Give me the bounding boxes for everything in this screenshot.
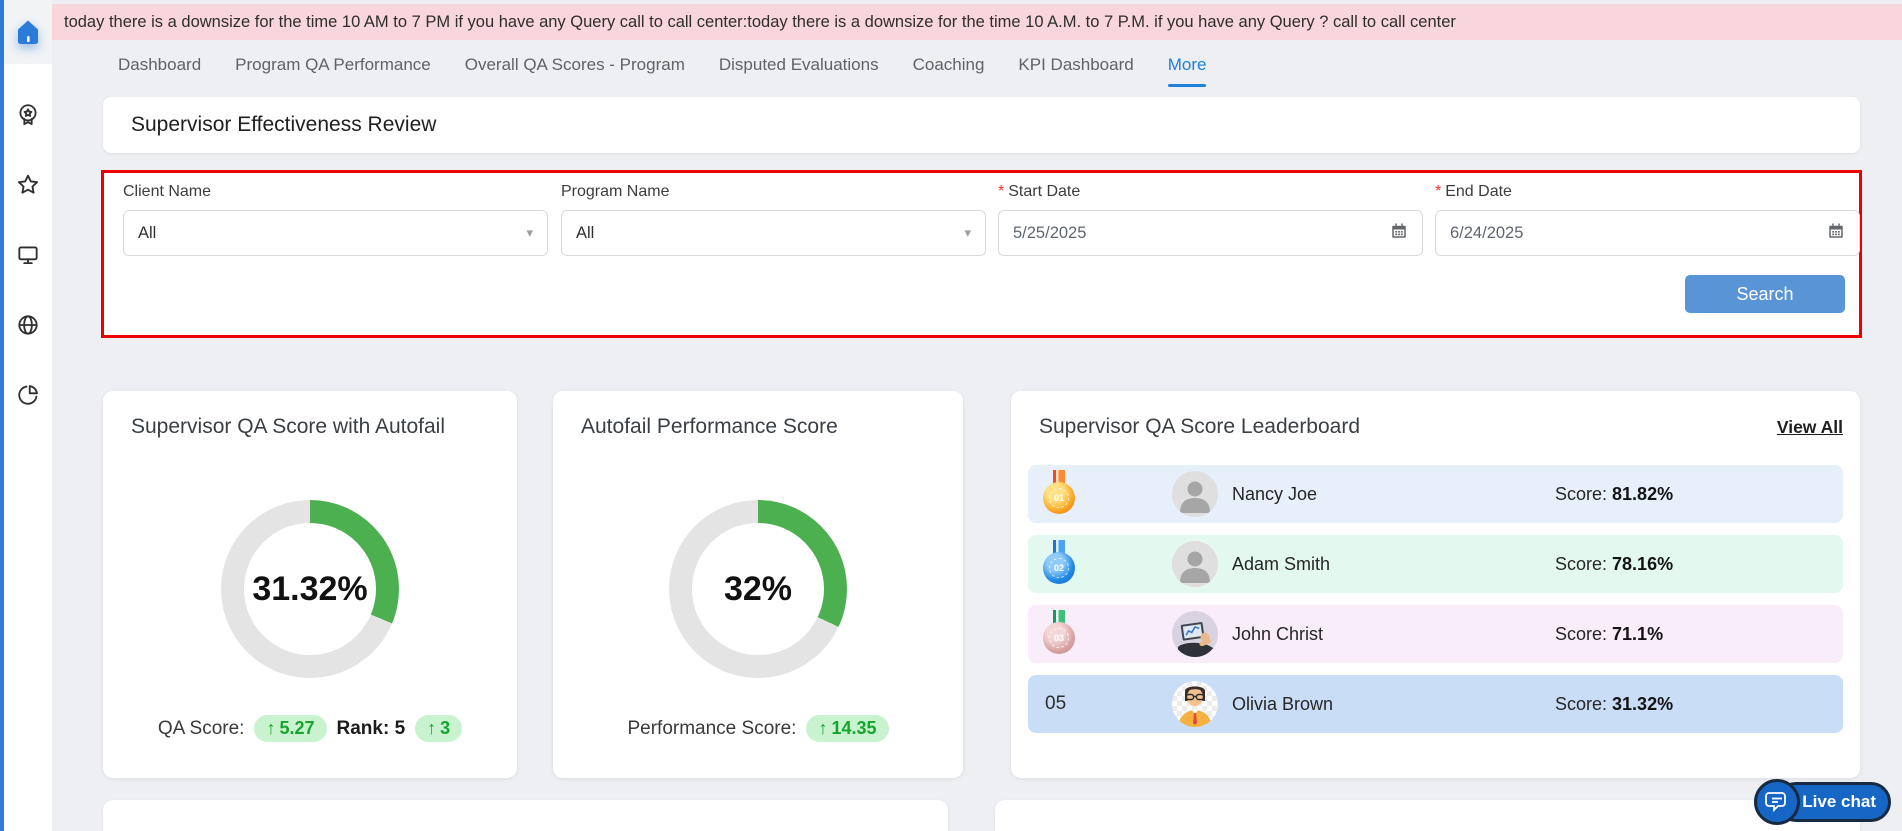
required-asterisk: *: [1435, 183, 1442, 200]
sidebar-item-globe[interactable]: [15, 312, 41, 338]
tab-coaching[interactable]: Coaching: [912, 54, 985, 74]
announcement-text: today there is a downsize for the time 1…: [64, 12, 1456, 31]
autofail-footer: Performance Score: ↑ 14.35: [553, 715, 963, 742]
calendar-icon: [1390, 222, 1408, 245]
supervisor-name: Nancy Joe: [1232, 483, 1318, 504]
leaderboard-title: Supervisor QA Score Leaderboard: [1039, 415, 1361, 438]
view-all-link[interactable]: View All: [1776, 417, 1843, 437]
home-icon: [18, 20, 38, 44]
filter-start-date: * Start Date 5/25/2025: [998, 183, 1423, 256]
filter-program-name: Program Name All ▾: [561, 183, 986, 256]
up-arrow-icon: ↑: [266, 718, 276, 738]
chevron-down-icon: ▾: [964, 225, 971, 240]
card-title: Supervisor QA Score with Autofail: [131, 415, 445, 438]
supervisor-score: Score: 81.82%: [1555, 483, 1674, 504]
supervisor-score: Score: 71.1%: [1555, 623, 1664, 644]
avatar: [1172, 541, 1218, 587]
tab-dashboard[interactable]: Dashboard: [118, 54, 202, 74]
chat-bubble-icon: [1754, 779, 1800, 825]
avatar: [1172, 611, 1218, 657]
sidebar-item-reports[interactable]: [15, 382, 41, 408]
client-name-label: Client Name: [123, 183, 212, 200]
filter-panel: Client Name All ▾ Program Name All ▾ * St…: [101, 170, 1862, 338]
program-name-label: Program Name: [561, 183, 670, 200]
card-supervisor-qa-score: Supervisor QA Score with Autofail 31.32%…: [103, 391, 517, 778]
leaderboard-row-2[interactable]: 02 Adam Smith Score: 78.16%: [1028, 535, 1843, 593]
chevron-down-icon: ▾: [526, 225, 533, 240]
page-title-card: Supervisor Effectiveness Review: [103, 97, 1860, 153]
live-chat-label: Live chat: [1802, 792, 1876, 811]
end-date-label: * End Date: [1435, 183, 1512, 200]
tab-overall-qa-scores-program[interactable]: Overall QA Scores - Program: [464, 54, 685, 74]
supervisor-name: Olivia Brown: [1232, 693, 1334, 714]
leaderboard-row-3[interactable]: 03 John Christ Score: 71.1%: [1028, 605, 1843, 663]
leaderboard-rows: 01 Nancy Joe Score: 81.82% 02 Adam Smith …: [1028, 465, 1843, 745]
announcement-banner: today there is a downsize for the time 1…: [52, 4, 1902, 40]
avatar: [1172, 681, 1218, 727]
app-logo[interactable]: [4, 0, 52, 64]
sidebar-item-quality-badge[interactable]: [15, 102, 41, 128]
up-arrow-icon: ↑: [818, 718, 828, 738]
required-asterisk: *: [998, 183, 1005, 200]
client-name-select[interactable]: All ▾: [123, 210, 548, 256]
next-card-stub-left: [103, 800, 948, 831]
performance-score-label: Performance Score:: [627, 717, 797, 739]
pie-chart-icon: [18, 385, 38, 405]
monitor-icon: [18, 246, 38, 265]
qa-score-delta-badge: ↑ 5.27: [254, 715, 327, 742]
avatar: [1172, 471, 1218, 517]
start-date-label: * Start Date: [998, 183, 1081, 200]
rank-label: Rank: 5: [336, 717, 406, 739]
gold-medal-icon: 01: [1042, 470, 1076, 518]
supervisor-name: John Christ: [1232, 623, 1324, 644]
qa-score-donut-chart: 31.32%: [221, 500, 399, 678]
supervisor-score: Score: 78.16%: [1555, 553, 1674, 574]
rank-number: 05: [1045, 693, 1067, 714]
performance-delta-badge: ↑ 14.35: [806, 715, 889, 742]
tab-kpi-dashboard[interactable]: KPI Dashboard: [1018, 54, 1134, 74]
qa-score-footer: QA Score: ↑ 5.27 Rank: 5 ↑ 3: [103, 715, 517, 742]
next-card-stub-right: [995, 800, 1860, 831]
leaderboard-row-1[interactable]: 01 Nancy Joe Score: 81.82%: [1028, 465, 1843, 523]
card-leaderboard: Supervisor QA Score Leaderboard View All…: [1011, 391, 1860, 778]
program-name-select[interactable]: All ▾: [561, 210, 986, 256]
live-chat-button[interactable]: Live chat: [1754, 779, 1894, 827]
sidebar-item-monitor[interactable]: [15, 242, 41, 268]
leaderboard-row-4[interactable]: 05 Olivia Brown Score: 31.32%: [1028, 675, 1843, 733]
window-edge-strip: [0, 0, 4, 831]
tab-more[interactable]: More: [1167, 40, 1206, 89]
qa-score-label: QA Score:: [157, 717, 245, 739]
card-autofail-performance: Autofail Performance Score 32% Performan…: [553, 391, 963, 778]
tab-disputed-evaluations[interactable]: Disputed Evaluations: [718, 54, 879, 74]
calendar-icon: [1827, 222, 1845, 245]
quality-badge-icon: [19, 104, 37, 126]
filter-client-name: Client Name All ▾: [123, 183, 548, 256]
up-arrow-icon: ↑: [427, 718, 437, 738]
donut-center-value: 32%: [723, 569, 793, 608]
globe-icon: [18, 315, 38, 335]
supervisor-name: Adam Smith: [1232, 553, 1331, 574]
sidebar-item-favorites[interactable]: [15, 172, 41, 198]
silver-medal-icon: 02: [1042, 540, 1076, 588]
card-title: Autofail Performance Score: [581, 415, 838, 438]
autofail-donut-chart: 32%: [669, 500, 847, 678]
sidebar: [4, 0, 52, 831]
donut-center-value: 31.32%: [252, 569, 368, 608]
main-tabs: Dashboard Program QA Performance Overall…: [118, 40, 1206, 89]
filter-end-date: * End Date 6/24/2025: [1435, 183, 1860, 256]
star-icon: [17, 174, 39, 194]
bronze-medal-icon: 03: [1042, 610, 1076, 658]
rank-delta-badge: ↑ 3: [415, 715, 463, 742]
search-button[interactable]: Search: [1685, 275, 1845, 313]
end-date-input[interactable]: 6/24/2025: [1435, 210, 1860, 256]
page-title: Supervisor Effectiveness Review: [131, 113, 437, 136]
supervisor-score: Score: 31.32%: [1555, 693, 1674, 714]
tab-program-qa-performance[interactable]: Program QA Performance: [235, 54, 431, 74]
start-date-input[interactable]: 5/25/2025: [998, 210, 1423, 256]
